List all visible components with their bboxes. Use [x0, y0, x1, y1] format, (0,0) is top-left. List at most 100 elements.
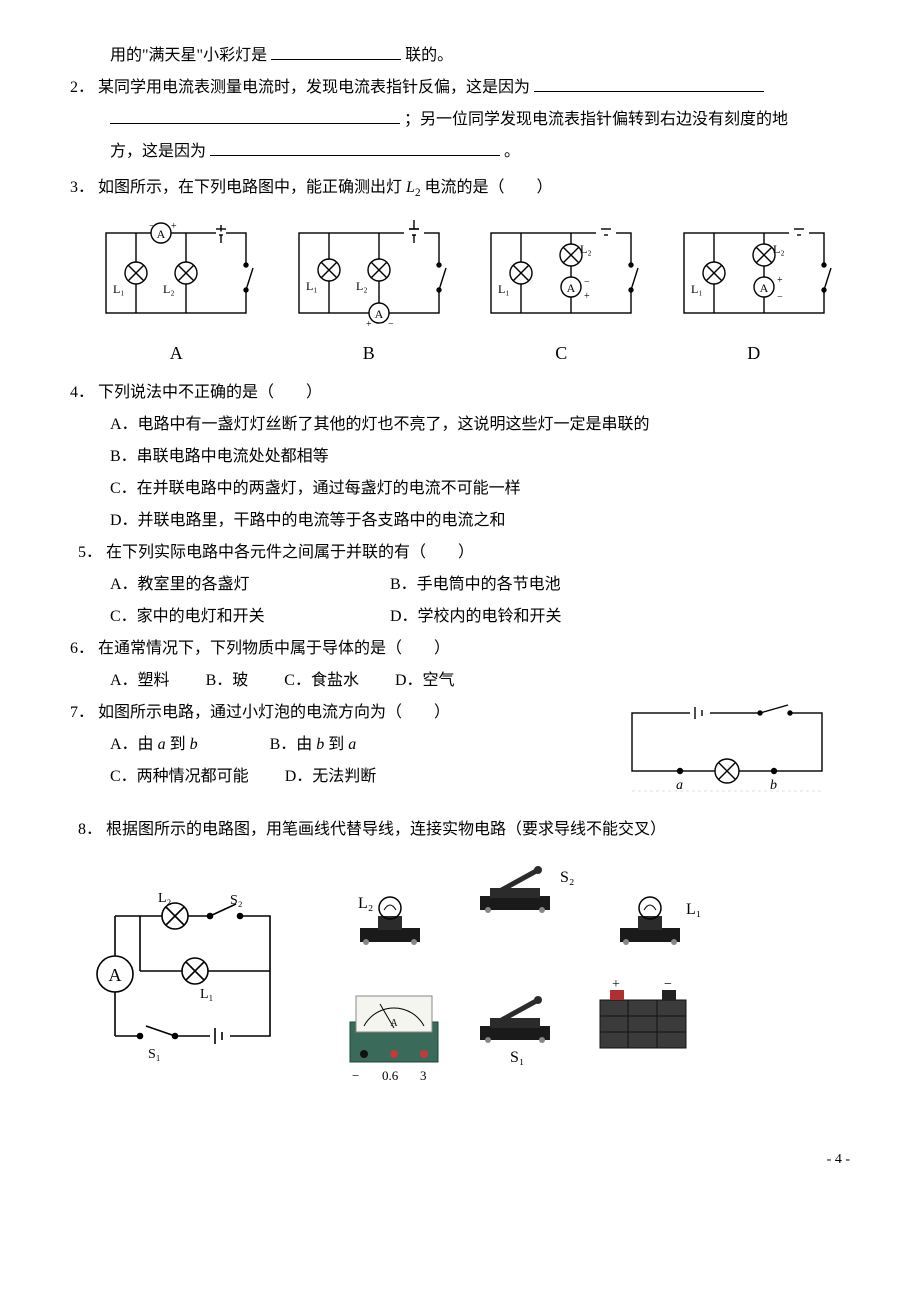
- q7-c: C．两种情况都可能: [110, 768, 249, 785]
- q8-figure: A L₂: [70, 866, 850, 1096]
- q8-schematic: A L₂: [80, 886, 300, 1076]
- q4-c: C．在并联电路中的两盏灯，通过每盏灯的电流不可能一样: [70, 473, 850, 505]
- q2-line1: 2． 某同学用电流表测量电流时，发现电流表指针反偏，这是因为: [70, 72, 850, 104]
- q5-c: C．家中的电灯和开关: [110, 601, 390, 633]
- q3-diagrams: A − +: [80, 215, 850, 371]
- q8-num: 8．: [78, 821, 102, 838]
- q5-stem-text: 在下列实际电路中各元件之间属于并联的有（ ）: [106, 544, 474, 561]
- q4-stem: 4． 下列说法中不正确的是（ ）: [70, 377, 850, 409]
- svg-text:S₂: S₂: [560, 869, 574, 886]
- q2-blank1: [534, 75, 764, 92]
- q5-b: B．手电筒中的各节电池: [390, 569, 670, 601]
- q2-blank2: [110, 107, 400, 124]
- q2-num: 2．: [70, 79, 94, 96]
- q5-stem: 5． 在下列实际电路中各元件之间属于并联的有（ ）: [70, 537, 850, 569]
- q8-components: S₂ L₂ L₁: [330, 866, 710, 1096]
- q3-panel-c: A − + L₁ L₂ C: [476, 215, 646, 371]
- q3-text-b: 电流的是（ ）: [425, 179, 553, 196]
- q6-a: A．塑料: [110, 672, 170, 689]
- svg-text:+: +: [612, 977, 620, 992]
- q4-a: A．电路中有一盏灯灯丝断了其他的灯也不亮了，这说明这些灯一定是串联的: [70, 409, 850, 441]
- svg-text:3: 3: [420, 1068, 427, 1083]
- q2-blank3: [210, 139, 500, 156]
- q7-num: 7．: [70, 704, 94, 721]
- q8-stem-text: 根据图所示的电路图，用笔画线代替导线，连接实物电路（要求导线不能交叉）: [106, 821, 666, 838]
- q2-t3b: 。: [504, 143, 520, 160]
- q7-stem: 7． 如图所示电路，通过小灯泡的电流方向为（ ）: [70, 697, 620, 729]
- svg-text:S₂: S₂: [230, 893, 243, 908]
- q7-figure: a b: [620, 697, 850, 808]
- q3-L: L: [406, 179, 415, 196]
- q3-label-c: C: [476, 335, 646, 371]
- q1-tail: 用的"满天星"小彩灯是 联的。: [70, 40, 850, 72]
- q2-t1: 某同学用电流表测量电流时，发现电流表指针反偏，这是因为: [98, 79, 530, 96]
- svg-text:A: A: [390, 1018, 398, 1029]
- q6-stem-text: 在通常情况下，下列物质中属于导体的是（ ）: [98, 640, 450, 657]
- q5-num: 5．: [78, 544, 102, 561]
- svg-text:L₂: L₂: [158, 891, 172, 906]
- q7-d: D．无法判断: [285, 768, 377, 785]
- page-content: 用的"满天星"小彩灯是 联的。 2． 某同学用电流表测量电流时，发现电流表指针反…: [0, 0, 920, 1136]
- q3-sub2: 2: [415, 187, 421, 199]
- svg-text:A: A: [109, 965, 122, 985]
- q3-label-b: B: [284, 335, 454, 371]
- svg-text:−: −: [664, 977, 672, 992]
- q6-c: C．食盐水: [284, 672, 359, 689]
- q7-b-post: 到: [324, 736, 348, 753]
- q3-label-a: A: [91, 335, 261, 371]
- q3-label-d: D: [669, 335, 839, 371]
- q7-b-end: a: [348, 736, 356, 753]
- q7-block: 7． 如图所示电路，通过小灯泡的电流方向为（ ） A．由 a 到 b B．由 b…: [70, 697, 850, 808]
- svg-text:L₁: L₁: [686, 901, 701, 918]
- q7-a-end: b: [190, 736, 198, 753]
- q2-line2: ；另一位同学发现电流表指针偏转到右边没有刻度的地: [70, 104, 850, 136]
- svg-text:A: A: [567, 281, 576, 295]
- q2-t2: ；另一位同学发现电流表指针偏转到右边没有刻度的地: [404, 111, 788, 128]
- svg-text:−: −: [777, 292, 783, 303]
- q4-stem-text: 下列说法中不正确的是（ ）: [98, 384, 322, 401]
- q7-a-post: 到: [166, 736, 190, 753]
- svg-text:A: A: [157, 227, 166, 241]
- q1-tail-pre: 用的"满天星"小彩灯是: [110, 47, 267, 64]
- q5-a: A．教室里的各盏灯: [110, 569, 390, 601]
- q2-line3: 方，这是因为 。: [70, 136, 850, 168]
- q3-panel-b: A + − L₁ L₂ B: [284, 215, 454, 371]
- q4-d: D．并联电路里，干路中的电流等于各支路中的电流之和: [70, 505, 850, 537]
- q5-options: A．教室里的各盏灯 B．手电筒中的各节电池 C．家中的电灯和开关 D．学校内的电…: [70, 569, 850, 633]
- svg-text:−: −: [149, 221, 155, 232]
- q4-num: 4．: [70, 384, 94, 401]
- svg-text:+: +: [171, 221, 177, 232]
- svg-text:+: +: [584, 291, 590, 302]
- q6-options: A．塑料 B．玻 C．食盐水 D．空气: [70, 665, 850, 697]
- q7-a-pre: A．由: [110, 736, 158, 753]
- q6-b: B．玻: [206, 672, 249, 689]
- q8-stem: 8． 根据图所示的电路图，用笔画线代替导线，连接实物电路（要求导线不能交叉）: [70, 814, 850, 846]
- svg-text:+: +: [366, 319, 372, 330]
- svg-text:−: −: [584, 277, 590, 288]
- svg-text:L₂: L₂: [580, 242, 592, 256]
- svg-text:S₁: S₁: [148, 1047, 161, 1062]
- svg-text:L₂: L₂: [358, 895, 373, 912]
- page-number: - 4 -: [0, 1136, 920, 1174]
- q5-d: D．学校内的电铃和开关: [390, 601, 670, 633]
- q1-tail-post: 联的。: [405, 47, 453, 64]
- q2-t3a: 方，这是因为: [110, 143, 206, 160]
- q6-stem: 6． 在通常情况下，下列物质中属于导体的是（ ）: [70, 633, 850, 665]
- svg-text:S₁: S₁: [510, 1049, 524, 1066]
- svg-text:−: −: [388, 319, 394, 330]
- svg-text:L₁: L₁: [691, 282, 703, 296]
- q7-b-pre: B．由: [270, 736, 317, 753]
- svg-text:L₁: L₁: [306, 279, 318, 293]
- q6-d: D．空气: [395, 672, 455, 689]
- svg-text:L₁: L₁: [498, 282, 510, 296]
- q4-b: B．串联电路中电流处处都相等: [70, 441, 850, 473]
- q7-a-mid: a: [158, 736, 166, 753]
- q7-ab: A．由 a 到 b B．由 b 到 a: [70, 729, 620, 761]
- svg-text:L₁: L₁: [200, 987, 213, 1002]
- q1-blank: [271, 43, 401, 60]
- svg-text:L₁: L₁: [113, 282, 125, 296]
- q7-cd: C．两种情况都可能 D．无法判断: [70, 761, 620, 793]
- svg-text:A: A: [759, 281, 768, 295]
- svg-text:+: +: [777, 275, 783, 286]
- q3-panel-a: A − +: [91, 215, 261, 371]
